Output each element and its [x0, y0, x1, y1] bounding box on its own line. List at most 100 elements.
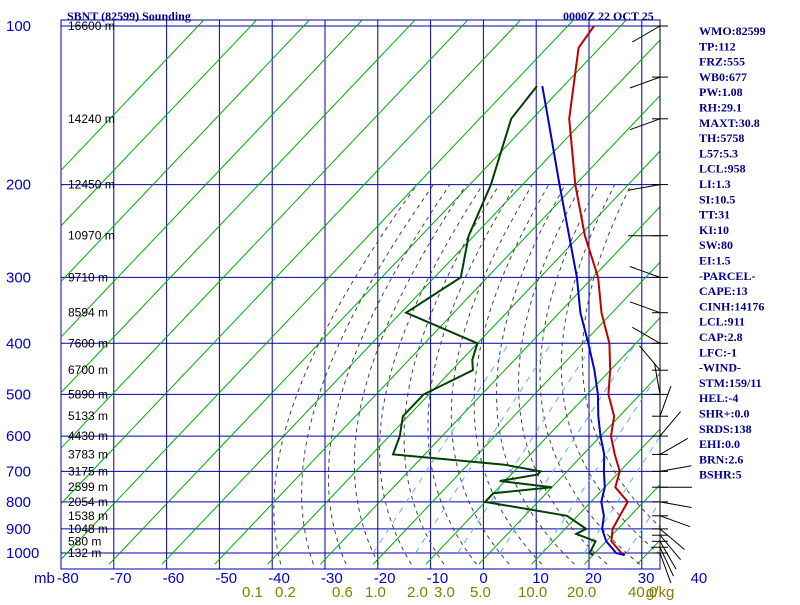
- moist-adiabat-line: [427, 184, 517, 565]
- wind-barb: [653, 362, 661, 395]
- isotherm-line: [320, 206, 660, 565]
- pressure-tick-label: 500: [6, 386, 31, 403]
- mixing-ratio-label: 5.0: [470, 584, 491, 600]
- index-value: CAP:2.8: [699, 330, 743, 344]
- moist-adiabat-line: [539, 184, 641, 565]
- mixing-ratio-label: 0.1: [242, 584, 263, 600]
- temperature-tick-label: -80: [57, 570, 79, 587]
- index-value: SHR+:0.0: [699, 407, 750, 421]
- isotherm-line: [108, 20, 627, 565]
- isotherm-line: [61, 20, 205, 172]
- wind-barb: [629, 266, 661, 278]
- mixing-ratio-line: [541, 370, 660, 554]
- wind-barb: [629, 76, 661, 89]
- moist-adiabat-line: [517, 184, 608, 565]
- pressure-unit-label: mb: [34, 570, 55, 587]
- index-value: BRN:2.6: [699, 452, 743, 466]
- wind-barb: [632, 326, 661, 344]
- wind-barb: [628, 184, 661, 191]
- index-value: TH:5758: [699, 131, 744, 145]
- isotherm-line: [267, 150, 660, 565]
- mixing-ratio-label: 1.0: [365, 584, 386, 600]
- pressure-tick-label: 400: [6, 335, 31, 352]
- isotherm-line: [61, 20, 522, 505]
- moist-adiabat-line: [403, 184, 500, 565]
- pressure-tick-label: 100: [6, 18, 31, 35]
- index-value: -PARCEL-: [699, 269, 755, 283]
- height-tick-label: 2054 m: [68, 495, 108, 509]
- mixing-ratio-line: [457, 343, 595, 554]
- index-value: SI:10.5: [699, 192, 735, 206]
- isotherm-line: [161, 39, 660, 565]
- height-tick-label: 8594 m: [68, 306, 108, 320]
- mixing-ratio-label: 20.0: [567, 584, 596, 600]
- isotherm-line: [214, 94, 660, 565]
- height-tick-label: 1048 m: [68, 522, 108, 536]
- index-value: SW:80: [699, 238, 733, 252]
- moist-adiabat-line: [450, 184, 533, 565]
- index-value: EI:1.5: [699, 254, 731, 268]
- mixing-ratio-label: 3.0: [434, 584, 455, 600]
- index-value: MAXT:30.8: [699, 116, 760, 130]
- moist-adiabat-line: [273, 184, 418, 565]
- temperature-tick-label: 0: [479, 570, 487, 587]
- index-value: LCL:911: [699, 315, 745, 329]
- dewpoint-profile-line: [391, 85, 597, 556]
- isotherm-line: [61, 20, 258, 227]
- wind-barb: [659, 546, 674, 577]
- index-value: LI:1.3: [699, 177, 731, 191]
- height-tick-label: 3783 m: [68, 447, 108, 461]
- mixing-ratio-line: [372, 343, 510, 554]
- temperature-tick-label: 30: [638, 570, 655, 587]
- mixing-ratio-label: 40.0: [628, 584, 657, 600]
- adiabat-layer: [61, 2, 800, 565]
- mixing-ratio-line: [626, 500, 660, 554]
- temperature-tick-label: -10: [427, 570, 449, 587]
- wind-barb-layer: [628, 25, 692, 584]
- index-value: TP:112: [699, 39, 736, 53]
- index-value: WMO:82599: [699, 24, 766, 38]
- temperature-tick-label: -50: [215, 570, 237, 587]
- pressure-tick-label: 200: [6, 177, 31, 194]
- parcel-profile-line: [541, 85, 625, 557]
- wind-barb: [659, 411, 681, 437]
- height-tick-label: 6700 m: [68, 363, 108, 377]
- temperature-tick-label: -40: [268, 570, 290, 587]
- chart-title: SBNT (82599) Sounding: [67, 9, 191, 23]
- index-value: STM:159/11: [699, 376, 762, 390]
- wind-barb: [629, 118, 661, 131]
- height-tick-label: 3175 m: [68, 464, 108, 478]
- wind-barb: [659, 541, 677, 570]
- isotherm-line: [61, 20, 469, 449]
- pressure-tick-label: 800: [6, 494, 31, 511]
- index-value: BSHR:5: [699, 468, 742, 482]
- moist-adiabat-line: [560, 184, 660, 555]
- temperature-tick-label: -60: [163, 570, 185, 587]
- index-value: HEL:-4: [699, 391, 738, 405]
- mixing-ratio-line: [415, 343, 552, 554]
- wind-barb: [659, 437, 688, 455]
- index-value: KI:10: [699, 223, 729, 237]
- wind-barb: [659, 534, 681, 561]
- wind-barb: [632, 25, 661, 43]
- height-tick-label: 4430 m: [68, 429, 108, 443]
- isotherm-line: [796, 2, 800, 564]
- height-tick-label: 5890 m: [68, 387, 108, 401]
- isotherm-line: [531, 428, 660, 565]
- mixing-ratio-line: [499, 343, 637, 554]
- moist-adiabat-line: [327, 184, 451, 565]
- index-value: CAPE:13: [699, 284, 748, 298]
- height-tick-label: 16600 m: [68, 19, 115, 33]
- pressure-tick-label: 600: [6, 428, 31, 445]
- mixing-ratio-label: 2.0: [407, 584, 428, 600]
- temperature-tick-label: 20: [585, 570, 602, 587]
- moist-adiabat-line: [353, 184, 467, 565]
- height-tick-label: 1538 m: [68, 509, 108, 523]
- height-tick-label: 14240 m: [68, 112, 115, 126]
- mixing-ratio-label: 0.6: [332, 584, 353, 600]
- index-value: LCL:958: [699, 162, 746, 176]
- height-tick-label: 2599 m: [68, 480, 108, 494]
- isotherm-line: [61, 20, 416, 394]
